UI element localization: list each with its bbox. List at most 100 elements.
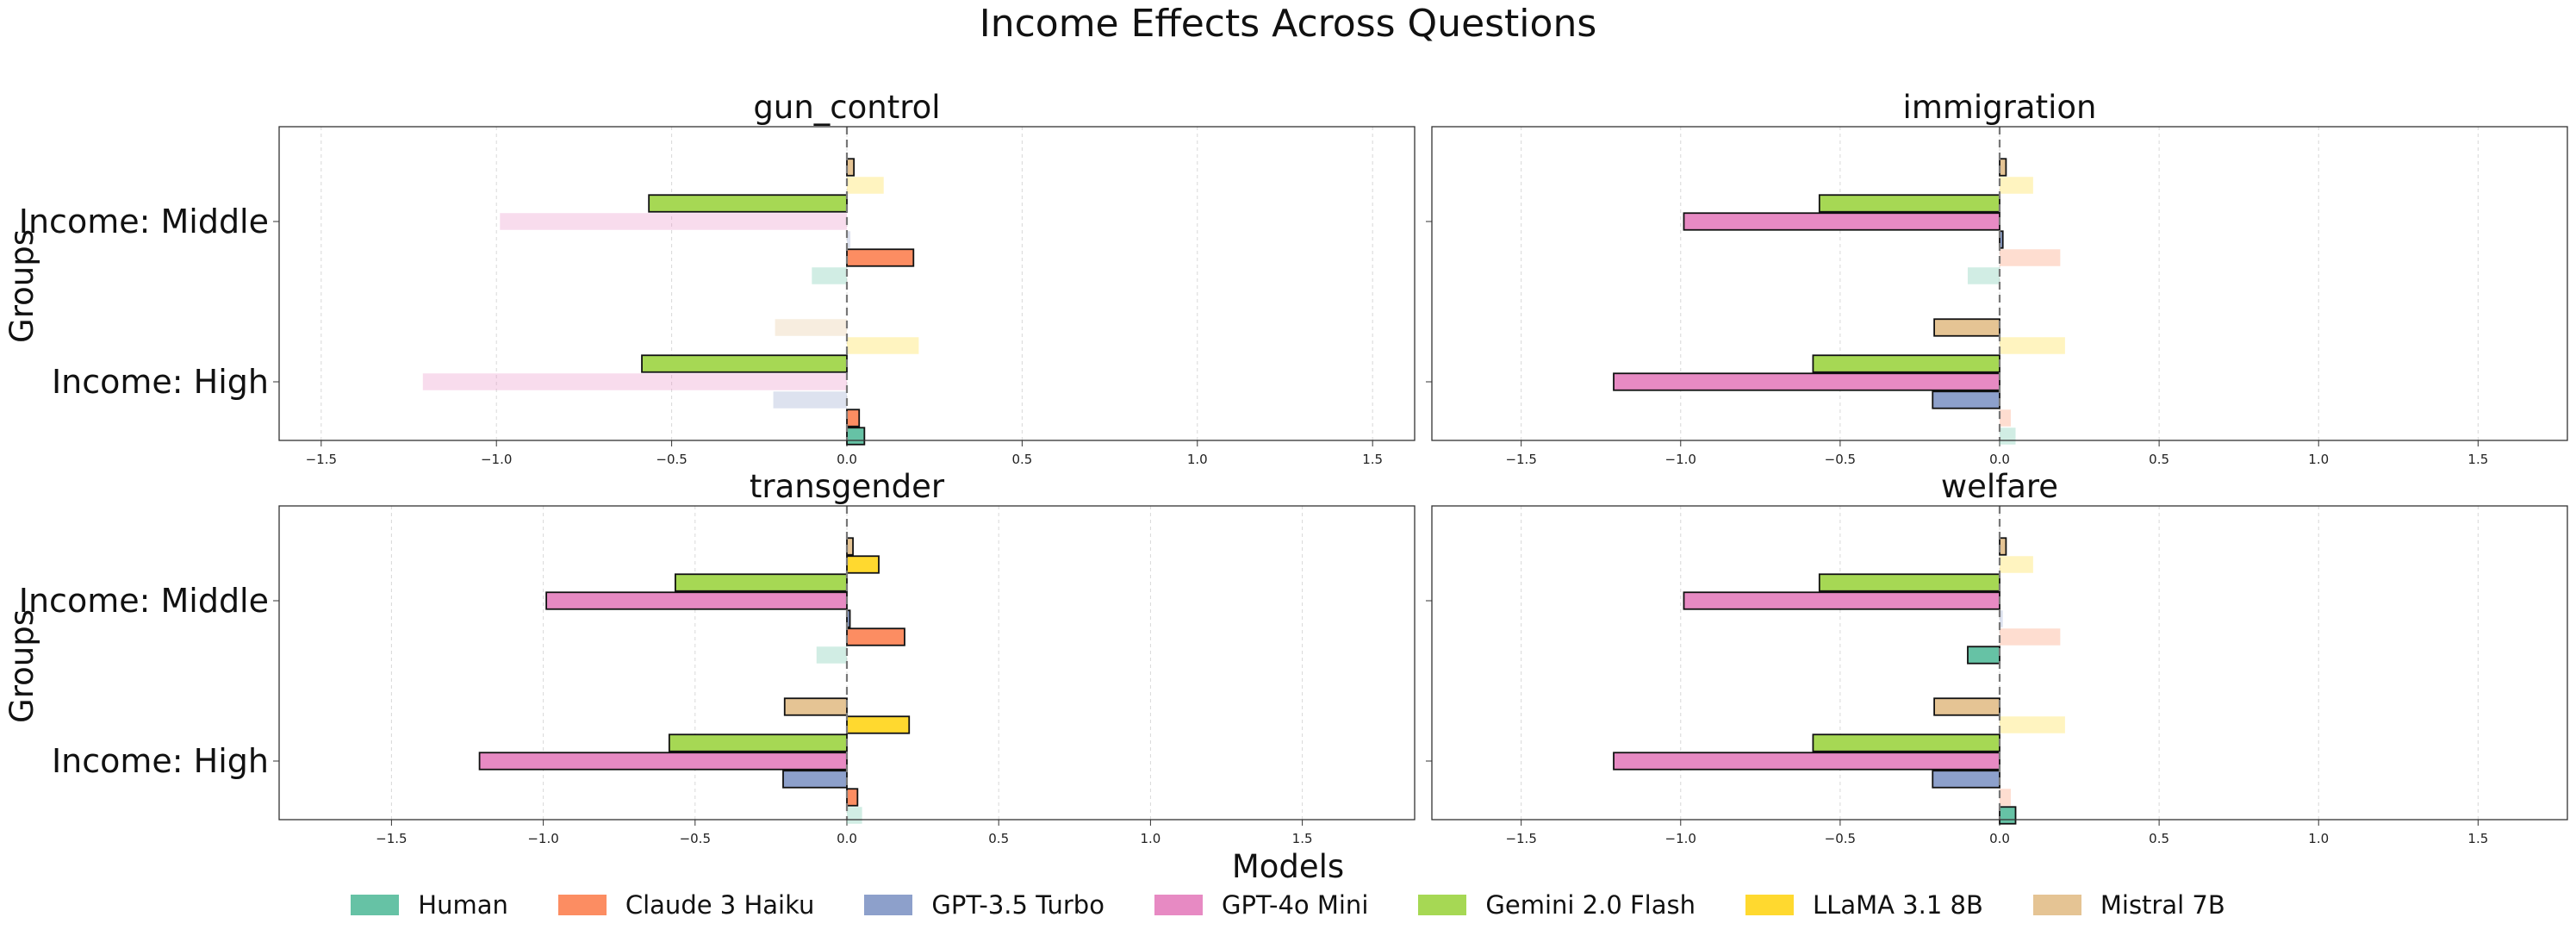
bar-gemini-2-0-flash-income-middle: [674, 573, 848, 592]
bar-claude-3-haiku-income-high: [2000, 409, 2011, 427]
legend-item-mistral-7b: Mistral 7B: [2032, 890, 2225, 920]
bar-human-income-high: [846, 427, 866, 446]
x-tick-label: 0.5: [2149, 452, 2169, 467]
legend-item-claude-3-haiku: Claude 3 Haiku: [557, 890, 815, 920]
panel-title: gun_control: [753, 89, 940, 126]
x-tick-label: 0.0: [837, 452, 857, 467]
legend-item-gemini-2-0-flash: Gemini 2.0 Flash: [1418, 890, 1696, 920]
legend: Human Claude 3 Haiku GPT-3.5 Turbo GPT-4…: [0, 886, 2576, 924]
panel-title: transgender: [750, 468, 945, 505]
legend-swatch: [351, 895, 400, 915]
x-tick-label: −0.5: [1825, 452, 1856, 467]
bar-gemini-2-0-flash-income-high: [668, 733, 848, 752]
bar-gpt-4o-mini-income-high: [478, 752, 848, 771]
bar-llama-3-1-8b-income-high: [847, 337, 919, 354]
bar-gpt-4o-mini-income-high: [1613, 372, 2000, 391]
bar-mistral-7b-income-middle: [846, 158, 856, 177]
bar-claude-3-haiku-income-middle: [2000, 249, 2061, 266]
x-tick-label: 0.0: [837, 831, 857, 846]
bar-gemini-2-0-flash-income-middle: [1818, 194, 2000, 213]
legend-swatch: [864, 895, 913, 915]
y-tick-label: Income: Middle: [19, 203, 269, 240]
y-axis-label-top: Groups: [3, 229, 40, 343]
bar-human-income-middle: [816, 646, 847, 664]
bar-gpt-3-5-turbo-income-high: [1932, 390, 2000, 409]
legend-swatch: [1154, 895, 1203, 915]
x-axis-label: Models: [1232, 848, 1344, 885]
figure-title: Income Effects Across Questions: [980, 2, 1597, 46]
legend-swatch: [557, 895, 607, 915]
x-tick-label: 1.5: [2467, 831, 2488, 846]
x-tick-label: 1.0: [2308, 452, 2329, 467]
bar-llama-3-1-8b-income-middle: [2000, 556, 2033, 573]
x-tick-label: −0.5: [1825, 831, 1856, 846]
bar-gemini-2-0-flash-income-middle: [648, 194, 848, 213]
bar-llama-3-1-8b-income-middle: [847, 177, 884, 194]
x-tick-label: −0.5: [656, 452, 687, 467]
bar-claude-3-haiku-income-high: [846, 409, 861, 427]
bar-gpt-4o-mini-income-high: [1613, 752, 2000, 771]
x-tick-label: 0.5: [2149, 831, 2169, 846]
bar-mistral-7b-income-high: [1933, 318, 2000, 337]
bar-human-income-middle: [1967, 646, 2000, 665]
bar-gpt-3-5-turbo-income-high: [773, 391, 847, 409]
bar-claude-3-haiku-income-middle: [846, 248, 915, 267]
legend-item-human: Human: [351, 890, 508, 920]
bar-mistral-7b-income-middle: [1999, 537, 2007, 556]
bar-gpt-3-5-turbo-income-middle: [1999, 230, 2004, 249]
legend-label: Claude 3 Haiku: [625, 890, 815, 920]
bar-mistral-7b-income-high: [783, 697, 848, 716]
legend-swatch: [2032, 895, 2081, 915]
x-tick-label: 1.5: [1292, 831, 1313, 846]
bar-gpt-3-5-turbo-income-middle: [2000, 610, 2003, 627]
bar-gpt-4o-mini-income-middle: [545, 591, 848, 610]
bar-llama-3-1-8b-income-middle: [846, 555, 880, 574]
x-tick-label: −1.5: [306, 452, 337, 467]
bar-human-income-middle: [1967, 267, 2000, 284]
legend-label: GPT-4o Mini: [1221, 890, 1369, 920]
x-tick-label: 1.5: [2467, 452, 2488, 467]
legend-label: Gemini 2.0 Flash: [1485, 890, 1696, 920]
legend-item-llama-3-1-8b: LLaMA 3.1 8B: [1745, 890, 1983, 920]
bar-llama-3-1-8b-income-high: [846, 715, 911, 734]
x-tick-label: −1.5: [1505, 831, 1536, 846]
panel-title: welfare: [1941, 468, 2058, 505]
legend-item-gpt-3-5-turbo: GPT-3.5 Turbo: [864, 890, 1104, 920]
bar-gpt-4o-mini-income-middle: [1683, 591, 2000, 610]
y-tick-label: Income: Middle: [19, 582, 269, 620]
x-tick-label: −1.0: [481, 452, 512, 467]
panel-transgender: transgender −1.5 −1.0 −0.5 0.0 0.5 1.0 1.5 Incom…: [19, 468, 1416, 846]
bar-gpt-4o-mini-income-high: [422, 373, 847, 390]
bar-gpt-3-5-turbo-income-high: [782, 770, 848, 789]
x-tick-label: 0.5: [988, 831, 1009, 846]
bar-human-income-middle: [812, 267, 847, 284]
legend-label: LLaMA 3.1 8B: [1813, 890, 1983, 920]
bar-mistral-7b-income-high: [775, 319, 847, 336]
bar-claude-3-haiku-income-high: [2000, 789, 2011, 806]
plot-frame: [278, 505, 1416, 821]
x-tick-label: −1.0: [1665, 452, 1696, 467]
plot-frame: [1431, 505, 2568, 821]
y-tick-label: Income: High: [52, 742, 269, 780]
bar-gpt-3-5-turbo-income-high: [1932, 770, 2000, 789]
x-tick-label: 1.0: [2308, 831, 2329, 846]
x-tick-label: −1.0: [1665, 831, 1696, 846]
x-tick-label: −1.0: [527, 831, 558, 846]
bar-mistral-7b-income-high: [1933, 697, 2000, 716]
bar-human-income-high: [2000, 427, 2016, 445]
legend-label: Mistral 7B: [2100, 890, 2225, 920]
y-axis-label-bottom: Groups: [3, 609, 40, 723]
bar-mistral-7b-income-middle: [1999, 158, 2007, 177]
panel-gun-control: gun_control −1.5 −1.0 −0.5 0.0 0.5 1.0 1.5 Incom…: [19, 89, 1416, 467]
x-tick-label: 1.0: [1140, 831, 1160, 846]
x-tick-label: 0.0: [1989, 831, 2010, 846]
x-tick-label: 0.0: [1989, 452, 2010, 467]
x-tick-label: 1.5: [1362, 452, 1383, 467]
bar-gpt-3-5-turbo-income-middle: [847, 231, 851, 248]
bar-claude-3-haiku-income-middle: [846, 627, 905, 646]
x-tick-label: −1.5: [376, 831, 407, 846]
bar-gemini-2-0-flash-income-high: [641, 354, 848, 373]
plot-frame: [1431, 126, 2568, 441]
x-tick-label: −1.5: [1505, 452, 1536, 467]
